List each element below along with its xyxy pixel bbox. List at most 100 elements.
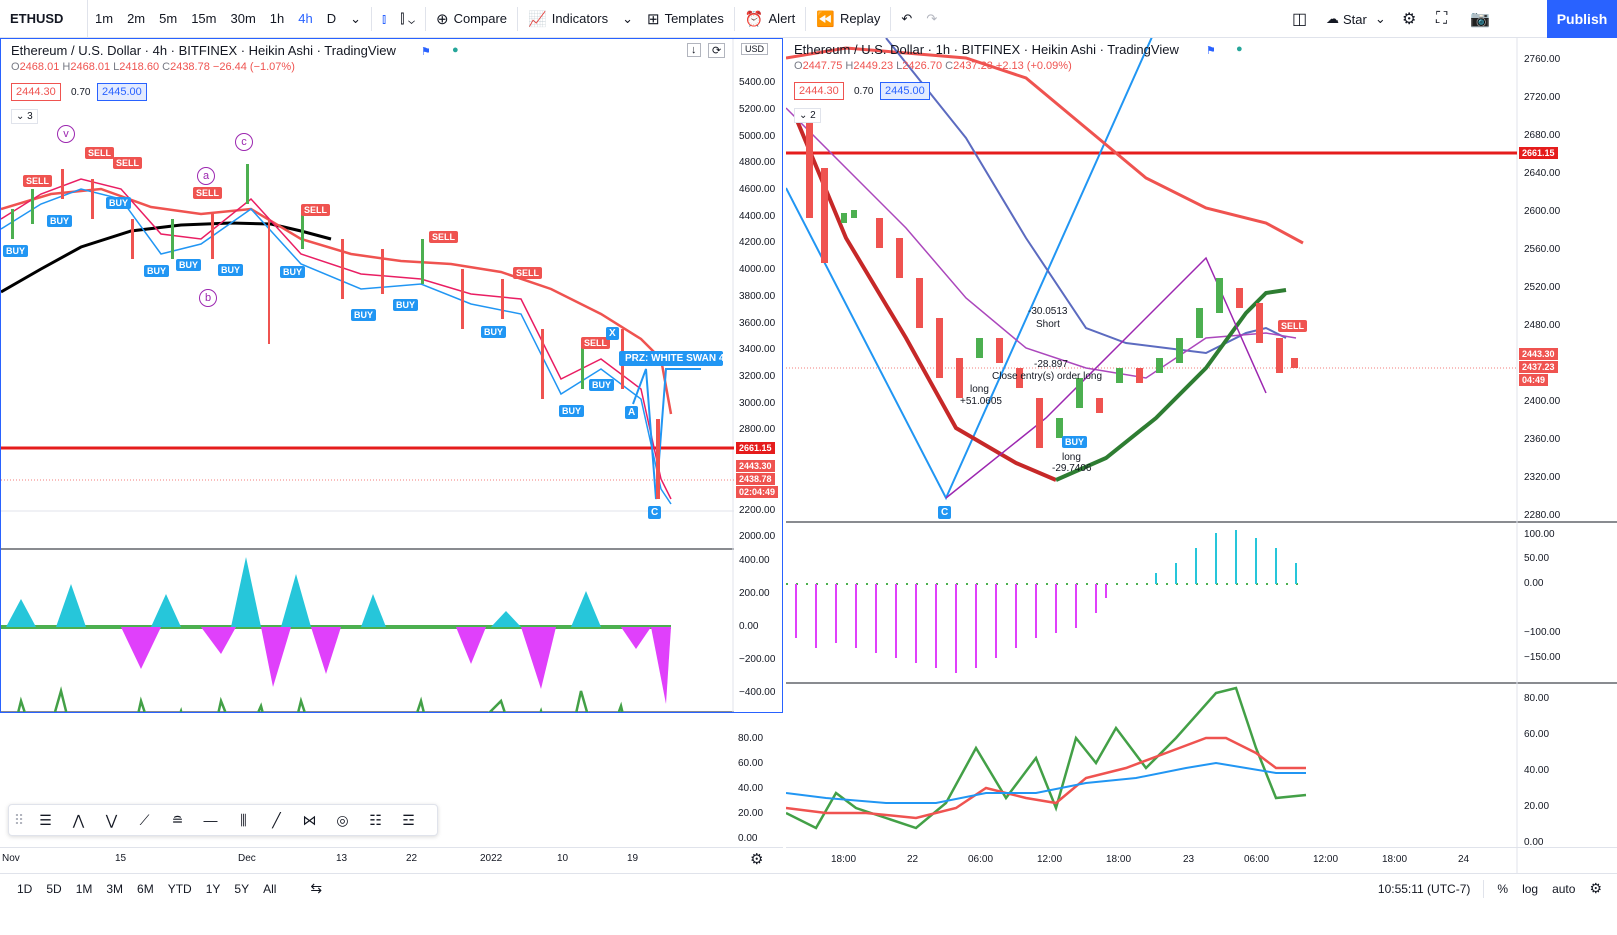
compare-button[interactable]: ⊕ Compare: [429, 0, 514, 38]
range-all[interactable]: All: [263, 881, 277, 896]
rsi-tick: 80.00: [738, 733, 764, 744]
trade-label: -29.7406: [1052, 463, 1092, 474]
range-3m[interactable]: 3M: [106, 881, 124, 896]
auto-toggle[interactable]: auto: [1552, 881, 1576, 896]
scroll-down-icon[interactable]: ↓: [687, 43, 701, 57]
settings-gear-icon[interactable]: ⚙: [1402, 11, 1417, 28]
parallel-channel-icon[interactable]: ☲: [402, 811, 415, 828]
interval-30m[interactable]: 30m: [230, 11, 256, 26]
alert-button[interactable]: ⏰ Alert: [738, 0, 802, 38]
indicators-dropdown-icon[interactable]: ⌄: [622, 10, 633, 26]
red-ma-line: [786, 46, 1304, 245]
candle-type-icon[interactable]: ⫿ ⌄: [400, 10, 415, 26]
trend-line-icon[interactable]: ⟋: [139, 811, 150, 828]
line-tool-icon[interactable]: ╱: [272, 811, 281, 828]
star-label: Star: [1343, 11, 1367, 27]
range-1y[interactable]: 1Y: [205, 881, 221, 896]
left-chart-pane[interactable]: Ethereum / U.S. Dollar · 4h · BITFINEX ·…: [0, 38, 783, 713]
buy-price-box[interactable]: 2445.00: [97, 83, 147, 101]
sell-price-box[interactable]: 2444.30: [11, 83, 61, 101]
range-1d[interactable]: 1D: [17, 881, 33, 896]
range-1m[interactable]: 1M: [75, 881, 93, 896]
replay-button[interactable]: ⏪ Replay: [809, 0, 887, 38]
currency-select[interactable]: USD: [741, 43, 769, 55]
star-menu[interactable]: ☁ Star ⌄: [1326, 0, 1386, 38]
buy-marker: BUY: [1062, 436, 1088, 448]
right-time-axis[interactable]: 18:00 22 06:00 12:00 18:00 23 06:00 12:0…: [786, 847, 1617, 873]
collapse-indicators-button[interactable]: ⌄ 3: [11, 109, 38, 124]
templates-button[interactable]: ⊞ Templates: [640, 0, 731, 38]
flag-icon[interactable]: ⚑: [421, 46, 431, 58]
range-5y[interactable]: 5Y: [234, 881, 250, 896]
time-tick: 22: [907, 854, 919, 865]
sell-price-box[interactable]: 2444.30: [794, 82, 844, 100]
indicators-button[interactable]: 📈 Indicators: [521, 0, 615, 38]
fullscreen-icon[interactable]: ⛶: [1436, 10, 1448, 27]
channel-icon[interactable]: ☷: [369, 811, 382, 828]
undo-button[interactable]: ↶: [901, 10, 913, 26]
right-chart-pane[interactable]: Ethereum / U.S. Dollar · 1h · BITFINEX ·…: [786, 38, 1617, 873]
abc-pattern-icon[interactable]: ⋀: [72, 811, 85, 828]
time-tick: Nov: [2, 853, 20, 864]
interval-2m[interactable]: 2m: [127, 11, 146, 26]
horizontal-ray-icon[interactable]: —: [203, 812, 218, 828]
publish-button[interactable]: Publish: [1547, 0, 1617, 38]
plus-circle-icon: ⊕: [435, 10, 449, 28]
price-label: 2443.30: [1519, 348, 1558, 360]
interval-4h[interactable]: 4h: [298, 11, 313, 26]
alarm-clock-icon: ⏰: [744, 10, 764, 28]
alert-label: Alert: [768, 11, 796, 26]
indicators-label: Indicators: [551, 11, 609, 26]
range-6m[interactable]: 6M: [137, 881, 154, 896]
buy-price-box[interactable]: 2445.00: [880, 82, 930, 100]
camera-icon[interactable]: 📷: [1470, 11, 1490, 28]
elliott-wave-icon[interactable]: ⋁: [105, 811, 118, 828]
clock-timezone[interactable]: 10:55:11 (UTC-7): [1377, 881, 1471, 896]
templates-label: Templates: [664, 11, 724, 26]
price-tick: 2520.00: [1524, 282, 1561, 293]
osc-tick: 200.00: [739, 588, 770, 599]
interval-d[interactable]: D: [326, 11, 337, 26]
maximize-icon[interactable]: ⟳: [708, 43, 726, 58]
trade-label: Close entry(s) order long: [992, 371, 1103, 382]
date-range-icon[interactable]: ⇆: [310, 880, 323, 896]
spiral-icon[interactable]: ◎: [336, 811, 349, 828]
price-tick: 2200.00: [739, 505, 776, 516]
bottom-toolbar: 1D 5D 1M 3M 6M YTD 1Y 5Y All ⇆ 10:55:11 …: [0, 873, 1617, 903]
black-ema-line: [1, 221, 332, 294]
blue-ma-line: [1, 188, 672, 505]
osc-tick: −200.00: [739, 654, 776, 665]
range-5d[interactable]: 5D: [46, 881, 62, 896]
sell-marker: SELL: [23, 175, 53, 187]
collapse-indicators-button[interactable]: ⌄ 2: [794, 108, 821, 123]
left-time-axis[interactable]: Nov 15 Dec 13 22 2022 10 19 ⚙: [0, 847, 783, 871]
bar-style-icon[interactable]: ⫾: [382, 10, 387, 26]
lines-tool-icon[interactable]: ☰: [39, 811, 52, 828]
xabcd-pattern-icon[interactable]: ⋈: [302, 811, 317, 828]
wave-label-b: b: [199, 289, 217, 307]
line-price-label: 2661.15: [1519, 147, 1558, 159]
vertical-lines-icon[interactable]: ⫼: [240, 811, 247, 828]
layout-icon[interactable]: ◫: [1292, 11, 1308, 28]
drag-handle-icon[interactable]: ⠿: [13, 811, 25, 828]
buy-marker: BUY: [589, 379, 615, 391]
axis-settings-gear-icon[interactable]: ⚙: [750, 851, 764, 868]
interval-5m[interactable]: 5m: [159, 11, 178, 26]
interval-1h[interactable]: 1h: [269, 11, 285, 26]
trade-label: -30.0513: [1028, 306, 1068, 317]
log-toggle[interactable]: log: [1522, 881, 1539, 896]
symbol-search[interactable]: ETHUSD: [0, 0, 88, 38]
indicators-icon: 📈: [528, 10, 547, 28]
sell-marker: SELL: [1278, 320, 1308, 332]
percent-toggle[interactable]: %: [1497, 881, 1509, 896]
price-tick: 2320.00: [1524, 472, 1561, 483]
range-ytd[interactable]: YTD: [167, 881, 192, 896]
interval-15m[interactable]: 15m: [191, 11, 217, 26]
redo-button[interactable]: ↷: [926, 10, 938, 26]
interval-dropdown-icon[interactable]: ⌄: [350, 10, 362, 26]
settings-gear-icon[interactable]: ⚙: [1589, 880, 1602, 896]
interval-1m[interactable]: 1m: [95, 11, 114, 26]
fib-icon[interactable]: ≘: [171, 811, 184, 828]
price-tick: 4200.00: [739, 237, 776, 248]
flag-icon[interactable]: ⚑: [1206, 45, 1216, 57]
